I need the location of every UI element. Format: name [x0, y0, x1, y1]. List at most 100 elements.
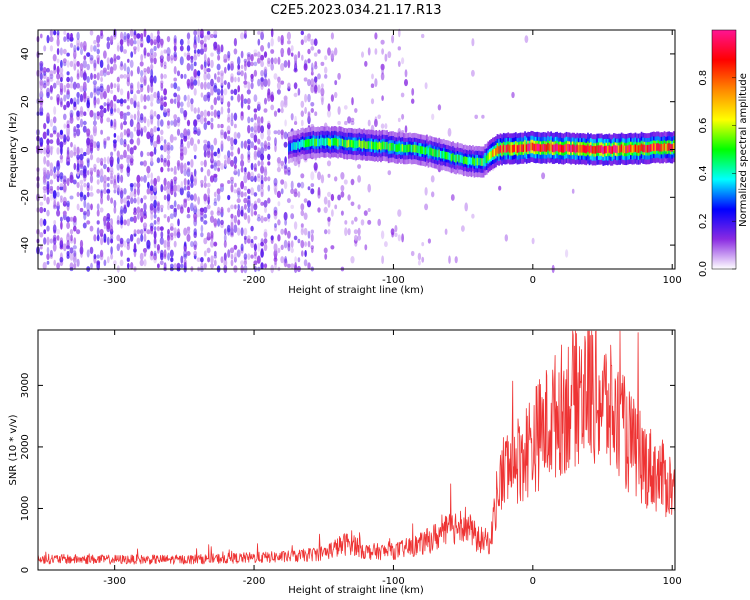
spectrogram-cell	[96, 188, 101, 194]
spectrogram-cell	[196, 208, 201, 218]
spectrogram-cell	[233, 156, 238, 165]
spectrogram-cell	[96, 111, 100, 117]
spectrogram-cell	[100, 190, 103, 199]
spectrogram-cell	[223, 258, 228, 267]
spectrogram-cell	[213, 218, 218, 227]
spectrogram-cell	[250, 141, 255, 149]
spectrogram-cell	[303, 198, 308, 203]
spectrogram-cell	[76, 191, 80, 198]
spectrogram-cell	[183, 198, 187, 203]
spectrogram-cell	[293, 92, 298, 98]
spectrogram-cell	[123, 219, 127, 226]
spectrogram-ridge-cell	[456, 153, 459, 162]
spectrogram-cell	[300, 210, 305, 217]
colorbar-label: Normalized spectral amplitude	[738, 73, 749, 227]
spectrogram-cell	[220, 123, 224, 129]
spectrogram-cell	[56, 262, 60, 270]
spectrogram-cell	[427, 238, 431, 244]
spectrogram-cell	[260, 60, 264, 68]
spectrogram-cell	[76, 258, 80, 267]
spectrogram-cell	[183, 52, 187, 57]
spectrogram-ridge-cell	[577, 145, 580, 153]
spectrogram-cell	[49, 133, 54, 138]
spectrogram-cell	[391, 34, 395, 44]
spectrogram-cell	[76, 69, 80, 78]
spectrogram-cell	[136, 121, 141, 131]
spectrogram-cell	[310, 245, 314, 250]
spectrogram-cell	[82, 222, 87, 229]
spectrogram-cell	[256, 217, 261, 222]
spectrogram-cell	[49, 70, 54, 77]
spectrogram-cell	[367, 183, 372, 193]
spectrogram-cell	[304, 241, 307, 247]
spectrogram-cell	[153, 184, 158, 193]
spectrogram-cell	[140, 128, 144, 137]
spectrogram-ridge-cell	[597, 145, 600, 153]
spectrogram-cell	[129, 38, 134, 47]
spectrogram-cell	[274, 137, 277, 147]
spectrogram-cell	[103, 180, 107, 190]
spectrogram-cell	[90, 262, 93, 269]
spectrogram-cell	[49, 169, 54, 177]
spectrogram-cell	[206, 204, 211, 210]
spectrogram-cell	[62, 58, 67, 64]
spectrogram-cell	[52, 234, 57, 242]
spectrogram-cell	[99, 105, 104, 110]
spectrogram-cell	[176, 86, 181, 92]
spectrogram-cell	[59, 141, 64, 149]
spectrogram-cell	[367, 219, 372, 225]
spectrogram-cell	[250, 171, 255, 181]
spectrogram-cell	[230, 89, 234, 95]
spectrogram-cell	[206, 91, 211, 99]
spectrogram-cell	[270, 37, 274, 47]
spectrogram-ridge-cell	[341, 138, 344, 147]
spectrogram-cell	[83, 194, 87, 201]
spectrogram-cell	[66, 82, 71, 89]
spectrogram-cell	[397, 117, 401, 123]
spectrogram-cell	[203, 143, 208, 152]
spectrogram-ridge-cell	[337, 139, 339, 147]
spectrogram-cell	[96, 86, 101, 92]
spectrogram-cell	[56, 58, 60, 63]
spectrogram-ridge-cell	[642, 144, 644, 153]
spectrogram-cell	[183, 258, 187, 267]
spectrogram-cell	[310, 46, 315, 51]
spectrogram-cell	[200, 167, 204, 173]
spectrogram-ridge-cell	[528, 143, 531, 152]
spectrogram-ridge-cell	[401, 144, 404, 152]
spectrogram-cell	[166, 193, 171, 202]
spectrogram-cell	[89, 153, 94, 161]
spectrogram-cell	[176, 119, 181, 127]
spectrogram-cell	[59, 129, 64, 135]
spectrogram-cell	[206, 182, 211, 188]
spectrogram-cell	[220, 206, 224, 214]
spectrogram-cell	[210, 122, 214, 130]
spectrogram-cell	[166, 146, 171, 155]
spectrogram-cell	[213, 97, 217, 106]
spectrogram-cell	[56, 209, 61, 217]
spectrogram-cell	[234, 252, 237, 261]
snr-x-axis: -300 -200 -100 0 100	[103, 330, 682, 587]
spectrogram-cell	[173, 191, 177, 198]
spectrogram-cell	[86, 128, 91, 137]
spectrogram-cell	[213, 197, 217, 204]
spectrogram-cell	[310, 108, 314, 113]
spectrogram-ridge-cell	[668, 143, 670, 151]
spectrogram-cell	[253, 94, 258, 102]
spectrogram-cell	[86, 52, 91, 57]
spectrogram-cell	[324, 66, 328, 74]
spectrogram-cell	[193, 119, 198, 127]
spectrogram-cell	[96, 220, 100, 225]
spectrogram-cell	[203, 139, 208, 144]
spectrogram-cell	[300, 100, 305, 108]
spectrogram-cell	[76, 46, 80, 51]
spectrogram-cell	[173, 119, 178, 127]
spectrogram-cell	[52, 82, 57, 89]
spectrogram-cell	[267, 122, 271, 130]
spectrogram-cell	[149, 203, 154, 211]
spectrogram-cell	[303, 259, 308, 267]
spectrogram-cell	[207, 257, 211, 263]
spectrogram-cell	[277, 201, 281, 207]
spectrogram-cell	[253, 150, 258, 158]
spectrogram-cell	[223, 159, 227, 168]
